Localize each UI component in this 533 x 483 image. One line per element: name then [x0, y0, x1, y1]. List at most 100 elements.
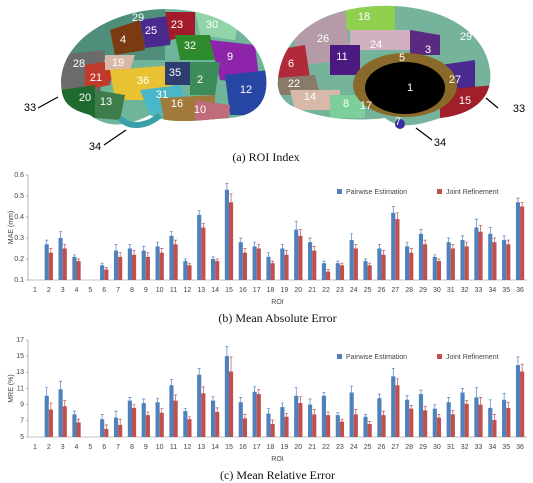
error-bar: [114, 410, 118, 425]
bar: [377, 398, 382, 437]
bar: [141, 403, 146, 437]
error-bar: [322, 392, 326, 400]
x-tick-label: 2: [47, 287, 51, 294]
error-bar: [169, 231, 173, 241]
bar: [62, 406, 67, 437]
bar: [367, 265, 372, 280]
bar: [118, 256, 123, 280]
x-tick-label: 17: [253, 287, 261, 294]
error-bar: [298, 229, 302, 243]
error-bar: [409, 405, 413, 413]
bar: [353, 248, 358, 280]
bar: [238, 402, 243, 437]
error-bar: [100, 414, 104, 425]
error-bar: [72, 254, 76, 260]
error-bar: [225, 346, 229, 367]
bar: [266, 413, 271, 437]
error-bar: [253, 241, 257, 251]
error-bar: [128, 397, 132, 405]
bar: [256, 394, 261, 437]
roi-label: 19: [112, 57, 124, 69]
error-bar: [132, 250, 136, 260]
x-tick-label: 24: [350, 444, 358, 451]
error-bar: [377, 393, 381, 403]
error-bar: [294, 387, 298, 405]
bar: [349, 392, 354, 437]
caption: (a) ROI Index: [232, 150, 299, 164]
bar: [335, 415, 340, 437]
roi-label: 6: [288, 58, 294, 70]
bar: [478, 231, 483, 280]
bar: [252, 246, 257, 280]
error-bar: [502, 235, 506, 245]
x-tick-label: 34: [488, 444, 496, 451]
x-tick-label: 4: [75, 444, 79, 451]
bar: [242, 252, 248, 280]
bar: [183, 261, 188, 280]
error-bar: [520, 363, 524, 380]
bar: [520, 206, 525, 280]
bar: [215, 261, 220, 280]
bar: [228, 371, 234, 437]
x-tick-label: 29: [419, 287, 427, 294]
x-tick-label: 7: [116, 287, 120, 294]
error-bar: [312, 409, 316, 420]
error-bar: [298, 396, 302, 410]
bar: [58, 238, 63, 280]
x-tick-label: 21: [308, 287, 316, 294]
bar: [118, 424, 123, 437]
error-bar: [405, 241, 409, 251]
bar: [381, 254, 386, 280]
bar: [48, 252, 53, 280]
roi-label: 34: [89, 141, 101, 153]
x-tick-label: 23: [336, 444, 344, 451]
error-bar: [183, 408, 187, 414]
error-bar: [465, 400, 469, 408]
legend-label: Joint Refinement: [446, 354, 499, 361]
error-bar: [49, 402, 53, 417]
bar: [307, 242, 313, 280]
bar: [44, 395, 49, 437]
x-tick-label: 33: [475, 444, 483, 451]
y-axis-label: MAE (mm): [8, 211, 15, 244]
error-bar: [271, 419, 275, 429]
error-bar: [211, 396, 215, 406]
bar: [197, 214, 202, 280]
x-tick-label: 20: [294, 444, 302, 451]
legend-swatch: [437, 354, 442, 359]
roi-label: 15: [459, 95, 471, 107]
error-bar: [382, 250, 386, 260]
bar: [187, 419, 192, 437]
error-bar: [461, 235, 465, 245]
error-bar: [479, 397, 483, 413]
roi-label: 27: [449, 74, 461, 86]
error-bar: [280, 243, 284, 254]
bar: [215, 411, 220, 437]
error-bar: [479, 225, 483, 239]
bar: [492, 242, 497, 280]
chart: 0.1 0.2 0.3 0.4 0.5 0.6 MAE (mm) ROI (b) Mean Ab…: [8, 172, 527, 325]
error-bar: [77, 258, 81, 264]
error-bar: [257, 388, 261, 400]
error-bar: [183, 258, 187, 264]
bar: [294, 229, 299, 280]
error-bar: [377, 243, 381, 254]
error-bar: [447, 397, 451, 408]
roi-label: 31: [156, 89, 168, 101]
bar: [326, 415, 331, 437]
bar: [72, 414, 77, 437]
x-tick-label: 34: [488, 287, 496, 294]
bar: [460, 392, 465, 437]
error-bar: [506, 401, 510, 414]
roi-label: 28: [73, 58, 85, 70]
roi-label: 29: [132, 12, 144, 24]
error-bar: [174, 394, 178, 407]
error-bar: [285, 413, 289, 421]
roi-label: 12: [240, 84, 252, 96]
error-bar: [488, 227, 492, 241]
error-bar: [201, 386, 205, 401]
roi-label: 16: [171, 98, 183, 110]
bar: [446, 242, 451, 280]
roi-label: 24: [370, 39, 382, 51]
